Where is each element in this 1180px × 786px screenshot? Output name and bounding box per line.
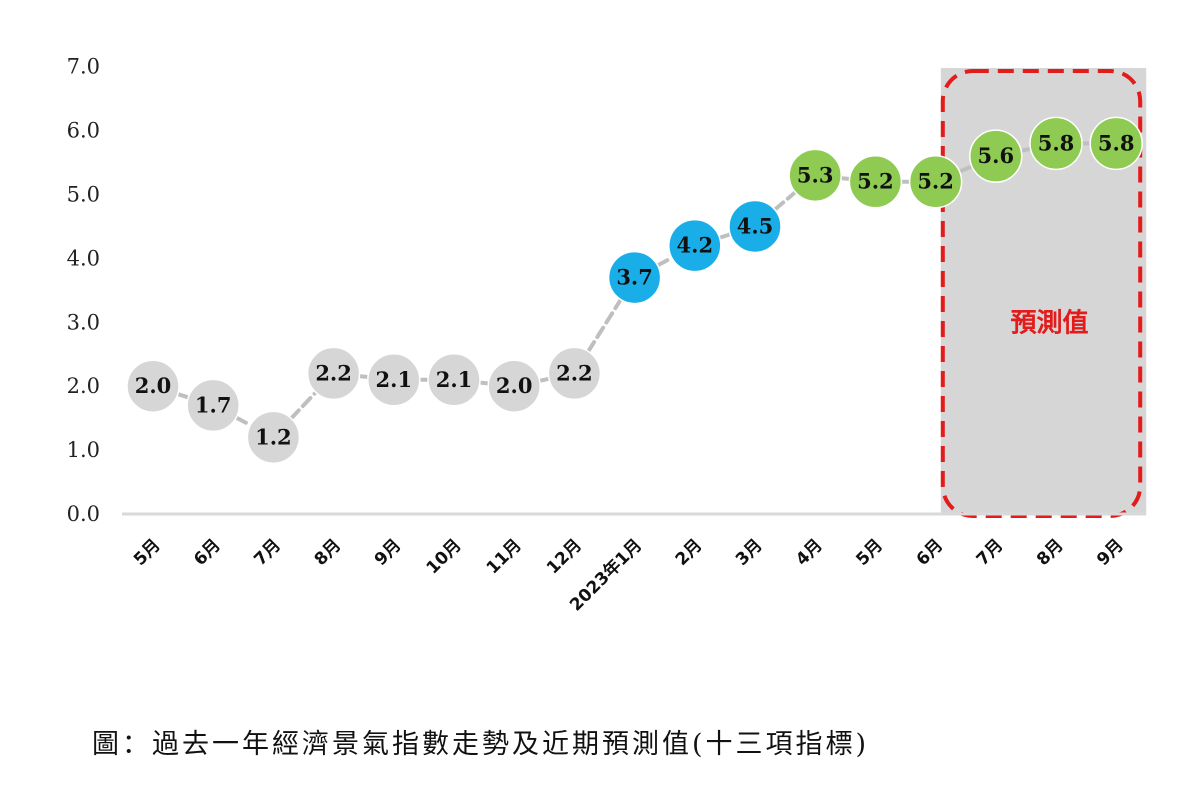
y-tick-label: 7.0 xyxy=(67,55,100,79)
y-tick-label: 1.0 xyxy=(67,438,100,462)
y-tick-label: 3.0 xyxy=(67,310,100,334)
data-label: 3.7 xyxy=(616,265,653,290)
data-point xyxy=(728,199,782,254)
data-point xyxy=(246,410,301,465)
forecast-label-layer: 預測值 xyxy=(1010,308,1088,338)
series-connectors xyxy=(175,141,1093,428)
data-point xyxy=(969,129,1023,183)
x-tick-label: 12月 xyxy=(543,535,586,578)
x-tick-label: 7月 xyxy=(250,535,285,570)
y-tick-label: 2.0 xyxy=(67,374,100,398)
y-tick-label: 6.0 xyxy=(67,119,100,143)
data-label: 5.2 xyxy=(857,169,894,194)
x-tick-label: 5月 xyxy=(852,535,887,570)
data-point xyxy=(547,346,602,401)
x-tick-label: 11月 xyxy=(483,535,526,578)
data-label: 1.7 xyxy=(195,392,232,417)
x-tick-label: 6月 xyxy=(913,535,948,570)
series-connector xyxy=(839,176,852,181)
forecast-border xyxy=(940,69,1143,518)
data-point xyxy=(126,359,180,413)
data-label: 5.2 xyxy=(917,169,954,194)
line-chart: 0.0 1.0 2.0 3.0 4.0 5.0 6.0 7.0 5月 6月 7月 8月 9月 10月 11… xyxy=(67,55,1147,615)
x-tick-label: 2月 xyxy=(672,535,707,570)
x-tick-label: 5月 xyxy=(130,535,165,570)
series-connector xyxy=(357,374,370,380)
series-connector xyxy=(289,390,318,421)
x-tick-label: 7月 xyxy=(973,535,1008,570)
x-tick-label: 3月 xyxy=(732,535,767,570)
series-connector xyxy=(717,232,733,240)
series-connector xyxy=(586,297,623,354)
data-label: 2.1 xyxy=(436,367,473,392)
y-tick-label: 0.0 xyxy=(67,502,100,526)
series-connector xyxy=(477,380,491,386)
data-label: 2.1 xyxy=(376,367,413,392)
y-axis: 0.0 1.0 2.0 3.0 4.0 5.0 6.0 7.0 xyxy=(67,55,100,526)
x-tick-label: 10月 xyxy=(423,535,466,578)
y-tick-label: 5.0 xyxy=(67,183,100,207)
series-connector xyxy=(537,376,551,383)
data-label: 1.2 xyxy=(255,424,292,449)
data-point xyxy=(788,148,842,203)
data-label: 4.5 xyxy=(737,213,774,238)
data-label: 5.8 xyxy=(1038,130,1075,155)
x-tick-label: 6月 xyxy=(190,535,225,570)
series-points: 2.0 1.7 1.2 2.2 2.1 2.1 2.0 2.2 3.7 4.2 4.5 5.3 5.2 5… xyxy=(126,116,1143,465)
data-point xyxy=(427,353,481,407)
x-tick-label: 9月 xyxy=(371,535,406,570)
data-label: 4.2 xyxy=(677,233,714,258)
data-point xyxy=(848,154,903,209)
series-connector xyxy=(655,255,674,268)
figure-caption: 圖：過去一年經濟景氣指數走勢及近期預測值(十三項指標) xyxy=(92,729,870,760)
series-connector xyxy=(234,415,253,428)
x-tick-label: 8月 xyxy=(311,535,346,570)
forecast-label: 預測值 xyxy=(1010,308,1088,338)
data-point xyxy=(607,250,662,305)
series-connector xyxy=(175,392,191,400)
data-point xyxy=(487,359,541,413)
series-connector xyxy=(957,164,974,174)
data-point xyxy=(1089,116,1143,171)
x-tick-label: 9月 xyxy=(1093,535,1128,570)
data-label: 5.6 xyxy=(978,143,1015,168)
data-point xyxy=(367,353,421,407)
data-point xyxy=(668,218,722,273)
series-connector xyxy=(1019,146,1033,153)
data-point xyxy=(1029,116,1083,171)
x-tick-label: 8月 xyxy=(1033,535,1068,570)
data-point xyxy=(306,346,361,401)
data-point xyxy=(908,154,963,209)
data-label: 2.0 xyxy=(135,373,172,398)
data-point xyxy=(186,378,240,433)
data-label: 2.2 xyxy=(315,360,352,385)
series-connector xyxy=(772,190,798,212)
data-label: 5.3 xyxy=(797,162,834,187)
data-label: 2.2 xyxy=(556,360,593,385)
data-label: 2.0 xyxy=(496,373,533,398)
y-tick-label: 4.0 xyxy=(67,246,100,270)
data-label: 5.8 xyxy=(1098,130,1135,155)
x-tick-label: 4月 xyxy=(792,535,827,570)
